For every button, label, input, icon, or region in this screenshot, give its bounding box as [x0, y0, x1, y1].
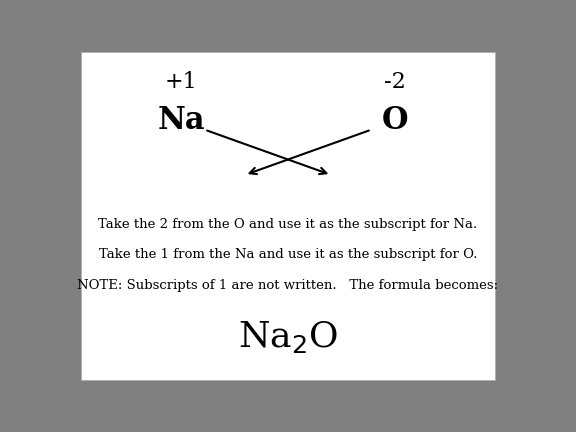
Text: Na: Na — [158, 105, 205, 137]
Text: Na$_2$O: Na$_2$O — [238, 319, 338, 355]
FancyBboxPatch shape — [81, 52, 495, 380]
Text: -2: -2 — [384, 71, 406, 93]
Text: +1: +1 — [165, 71, 198, 93]
Text: NOTE: Subscripts of 1 are not written.   The formula becomes:: NOTE: Subscripts of 1 are not written. T… — [77, 279, 499, 292]
Text: Take the 2 from the O and use it as the subscript for Na.: Take the 2 from the O and use it as the … — [98, 218, 478, 231]
Text: O: O — [381, 105, 408, 137]
Text: Take the 1 from the Na and use it as the subscript for O.: Take the 1 from the Na and use it as the… — [98, 248, 478, 261]
